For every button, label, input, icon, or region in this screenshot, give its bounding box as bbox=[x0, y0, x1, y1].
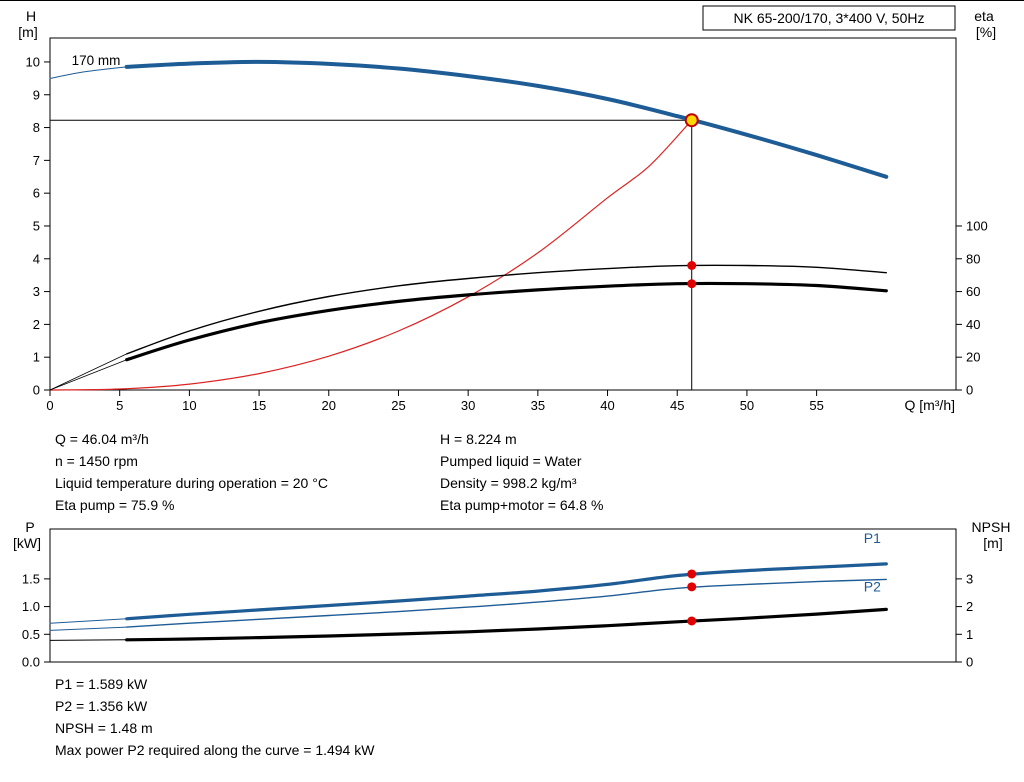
x-tick-label: 5 bbox=[116, 398, 123, 413]
y-left-tick-label: 3 bbox=[33, 284, 40, 299]
eta-pump-motor-lead bbox=[49, 359, 128, 391]
y-left-tick-label: 0.5 bbox=[22, 627, 40, 642]
npsh-duty-marker bbox=[687, 616, 697, 626]
y-left-axis-unit: [kW] bbox=[13, 535, 41, 551]
x-tick-label: 20 bbox=[322, 398, 336, 413]
x-tick-label: 15 bbox=[252, 398, 266, 413]
power-npsh-chart: 0.0 0.5 1.0 1.5 0 1 2 3 P[kW] NPSH[m] P1 P2 bbox=[13, 519, 1011, 668]
y-right-tick-label: 40 bbox=[966, 317, 980, 332]
result-info-column: P1 = 1.589 kW P2 = 1.356 kW NPSH = 1.48 … bbox=[55, 673, 374, 761]
hq-eta-chart-container: 0 1 2 3 4 5 6 7 8 9 10 0 20 40 60 80 100 0 5 10 15 20 25 30 35 40… bbox=[0, 1, 1024, 423]
liquid-temperature-value: Liquid temperature during operation = 20… bbox=[55, 475, 328, 491]
y-right-tick-label: 0 bbox=[966, 655, 973, 668]
head-value: H = 8.224 m bbox=[440, 431, 517, 447]
y-right-axis-title: NPSH bbox=[972, 519, 1011, 535]
y-left-axis-unit: [m] bbox=[18, 24, 37, 40]
y-right-axis-title: eta bbox=[974, 8, 994, 24]
eta-pump-motor-value: Eta pump+motor = 64.8 % bbox=[440, 497, 604, 513]
y-left-tick-label: 6 bbox=[33, 186, 40, 201]
y-left-tick-label: 2 bbox=[33, 317, 40, 332]
y-left-axis-title: P bbox=[25, 519, 34, 535]
chart-title: NK 65-200/170, 3*400 V, 50Hz bbox=[734, 10, 925, 26]
npsh-lead bbox=[49, 639, 128, 641]
x-axis-label: Q [m³/h] bbox=[904, 397, 955, 413]
density-value: Density = 998.2 kg/m³ bbox=[440, 475, 577, 491]
y-right-axis-unit: [m] bbox=[983, 535, 1002, 551]
p2-duty-marker bbox=[687, 582, 697, 592]
y-left-tick-label: 1 bbox=[33, 350, 40, 365]
x-tick-label: 40 bbox=[600, 398, 614, 413]
p1-lead bbox=[49, 618, 128, 624]
x-tick-label: 30 bbox=[461, 398, 475, 413]
chart-title-box bbox=[702, 5, 956, 31]
p1-duty-marker bbox=[687, 569, 697, 579]
duty-info-right-column: H = 8.224 m Pumped liquid = Water Densit… bbox=[440, 428, 603, 516]
x-tick-label: 45 bbox=[670, 398, 684, 413]
y-right-tick-label: 3 bbox=[966, 571, 973, 586]
pump-curve-lead bbox=[49, 66, 128, 79]
y-right-axis-unit: [%] bbox=[976, 24, 996, 40]
y-left-tick-label: 1.5 bbox=[22, 571, 40, 586]
y-right-tick-label: 60 bbox=[966, 284, 980, 299]
p1-value: P1 = 1.589 kW bbox=[55, 676, 148, 692]
max-power-value: Max power P2 required along the curve = … bbox=[55, 742, 375, 758]
y-left-tick-label: 4 bbox=[33, 251, 40, 266]
y-left-tick-label: 10 bbox=[26, 54, 40, 69]
p2-series-label: P2 bbox=[864, 579, 881, 595]
eta-pump-value: Eta pump = 75.9 % bbox=[55, 497, 175, 513]
y-left-tick-label: 1.0 bbox=[22, 599, 40, 614]
x-tick-label: 55 bbox=[809, 398, 823, 413]
pumped-liquid-value: Pumped liquid = Water bbox=[440, 453, 582, 469]
impeller-diameter-label: 170 mm bbox=[72, 53, 121, 68]
eta-pump-motor-curve bbox=[125, 281, 888, 362]
duty-point-marker bbox=[684, 113, 699, 128]
y-left-tick-label: 7 bbox=[33, 153, 40, 168]
x-tick-label: 0 bbox=[46, 398, 53, 413]
y-right-tick-label: 100 bbox=[966, 218, 988, 233]
duty-info-left-column: Q = 46.04 m³/h n = 1450 rpm Liquid tempe… bbox=[55, 428, 328, 516]
x-tick-label: 25 bbox=[391, 398, 405, 413]
npsh-curve bbox=[125, 607, 888, 642]
p1-curve bbox=[125, 562, 888, 621]
p1-series-label: P1 bbox=[864, 530, 881, 546]
pump-curve-170mm bbox=[124, 59, 889, 179]
x-tick-label: 10 bbox=[182, 398, 196, 413]
x-tick-label: 50 bbox=[740, 398, 754, 413]
eta-pump-curve bbox=[126, 264, 887, 355]
p2-value: P2 = 1.356 kW bbox=[55, 698, 148, 714]
p2-curve bbox=[126, 578, 887, 628]
y-left-axis-title: H bbox=[26, 8, 36, 24]
y-right-tick-label: 2 bbox=[966, 599, 973, 614]
y-right-tick-label: 1 bbox=[966, 627, 973, 642]
eta-pump-marker bbox=[687, 261, 697, 271]
hq-eta-chart-plot-border bbox=[49, 37, 957, 391]
flow-value: Q = 46.04 m³/h bbox=[55, 431, 149, 447]
p2-lead bbox=[49, 626, 128, 631]
power-npsh-chart-plot-border bbox=[49, 528, 957, 663]
eta-pump-lead bbox=[49, 353, 128, 391]
x-tick-label: 35 bbox=[531, 398, 545, 413]
eta-pump-motor-marker bbox=[687, 279, 697, 289]
y-left-tick-label: 9 bbox=[33, 87, 40, 102]
power-npsh-chart-container: 0.0 0.5 1.0 1.5 0 1 2 3 P [kW] NPSH [m] P1 P2 bbox=[0, 517, 1024, 667]
y-left-tick-label: 0.0 bbox=[22, 655, 40, 668]
y-left-tick-label: 8 bbox=[33, 120, 40, 135]
y-left-tick-label: 0 bbox=[33, 383, 40, 398]
y-right-tick-label: 0 bbox=[966, 383, 973, 398]
y-right-tick-label: 20 bbox=[966, 350, 980, 365]
speed-value: n = 1450 rpm bbox=[55, 453, 138, 469]
y-right-tick-label: 80 bbox=[966, 251, 980, 266]
y-left-tick-label: 5 bbox=[33, 218, 40, 233]
affinity-parabola bbox=[49, 119, 693, 391]
npsh-value: NPSH = 1.48 m bbox=[55, 720, 153, 736]
